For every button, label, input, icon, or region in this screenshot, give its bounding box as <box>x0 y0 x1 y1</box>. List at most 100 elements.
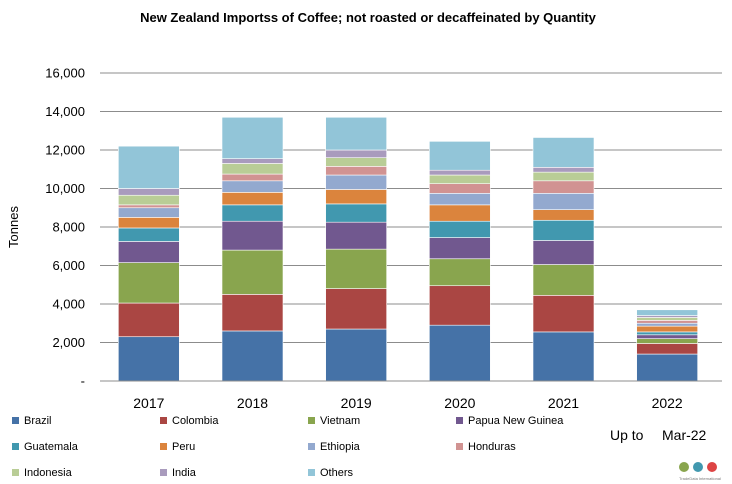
legend-item: Colombia <box>160 415 219 427</box>
bar-segment <box>325 116 387 151</box>
legend-label: Brazil <box>24 415 52 427</box>
bar-segment <box>118 145 180 189</box>
legend-item: Vietnam <box>308 415 360 427</box>
bar-segment <box>636 338 698 344</box>
bar-segment <box>118 217 180 229</box>
bar-segment <box>118 241 180 263</box>
bar-segment <box>636 320 698 324</box>
legend-swatch <box>12 443 19 450</box>
legend-label: Papua New Guinea <box>468 415 564 427</box>
bar-segment <box>118 204 180 209</box>
bar-segment <box>118 262 180 304</box>
note-prefix: Up to <box>610 427 644 443</box>
legend-swatch <box>160 469 167 476</box>
legend-item: Ethiopia <box>308 441 361 453</box>
y-axis-ticks: - 2,000 4,000 6,000 8,000 10,000 12,000 14,000 1… <box>45 66 85 389</box>
bar-segment <box>532 193 595 210</box>
logo-globe-icon <box>693 462 703 472</box>
bar-segment <box>118 207 180 218</box>
bar-segment <box>429 258 491 287</box>
legend-item: Papua New Guinea <box>456 415 564 427</box>
legend-label: Vietnam <box>320 415 360 427</box>
bars <box>118 116 698 382</box>
bar-segment <box>532 167 595 173</box>
legend-item: Honduras <box>456 441 516 453</box>
legend: Brazil Colombia Vietnam Papua New Guinea Gua… <box>12 415 564 479</box>
legend-label: Honduras <box>468 441 516 453</box>
bar-segment <box>429 193 491 206</box>
x-tick-label: 2020 <box>444 395 475 411</box>
bar-segment <box>532 331 595 382</box>
bar-segment <box>325 328 387 382</box>
x-tick-label: 2019 <box>341 395 372 411</box>
y-tick-label: 12,000 <box>45 143 85 158</box>
legend-swatch <box>456 443 463 450</box>
legend-swatch <box>12 469 19 476</box>
bar-segment <box>532 295 595 333</box>
bar-segment <box>325 203 387 223</box>
bar-segment <box>429 183 491 194</box>
y-axis-label: Tonnes <box>6 206 21 248</box>
legend-label: Peru <box>172 441 195 453</box>
bar-segment <box>532 209 595 221</box>
bar-segment <box>118 227 180 242</box>
bar-segment <box>221 294 284 332</box>
bar-segment <box>221 163 284 175</box>
bar-segment <box>221 158 284 164</box>
bar-segment <box>532 219 595 241</box>
bar-segment <box>532 240 595 265</box>
legend-label: Colombia <box>172 415 219 427</box>
bar-segment <box>118 194 180 206</box>
bar-segment <box>221 180 284 193</box>
x-tick-label: 2021 <box>548 395 579 411</box>
bar-segment <box>429 237 491 260</box>
legend-swatch <box>12 417 19 424</box>
legend-item: Guatemala <box>12 441 79 453</box>
bar-segment <box>532 137 595 168</box>
bar-segment <box>636 334 698 339</box>
x-tick-label: 2017 <box>133 395 164 411</box>
bar-segment <box>636 343 698 355</box>
date-note: Up to Mar-22 <box>610 427 707 443</box>
bar-segment <box>221 204 284 222</box>
bar-segment <box>429 220 491 238</box>
bar-segment <box>118 302 180 338</box>
legend-item: India <box>160 467 197 479</box>
bar-segment <box>221 220 284 251</box>
bar-segment <box>636 331 698 336</box>
legend-swatch <box>308 443 315 450</box>
x-tick-label: 2022 <box>652 395 683 411</box>
tradedata-logo: TradeData International <box>679 462 721 481</box>
bar-segment <box>636 322 698 327</box>
logo-globe-icon <box>679 462 689 472</box>
bar-segment <box>325 248 387 289</box>
x-axis-categories: 2017 2018 2019 2020 2021 2022 <box>133 395 683 411</box>
x-tick-label: 2018 <box>237 395 268 411</box>
legend-swatch <box>308 417 315 424</box>
note-value: Mar-22 <box>662 427 707 443</box>
bar-segment <box>118 188 180 196</box>
y-tick-label: 14,000 <box>45 104 85 119</box>
y-tick-label: 6,000 <box>52 258 85 273</box>
legend-item: Peru <box>160 441 195 453</box>
logo-text: TradeData International <box>679 476 721 481</box>
bar-segment <box>221 173 284 182</box>
y-tick-label: 2,000 <box>52 335 85 350</box>
legend-label: Others <box>320 467 354 479</box>
y-tick-label: 10,000 <box>45 181 85 196</box>
bar-segment <box>325 288 387 330</box>
bar-segment <box>325 149 387 158</box>
bar-segment <box>429 285 491 326</box>
bar-segment <box>429 174 491 184</box>
bar-segment <box>429 141 491 171</box>
legend-item: Others <box>308 467 354 479</box>
legend-swatch <box>456 417 463 424</box>
y-tick-label: - <box>81 374 85 389</box>
y-tick-label: 8,000 <box>52 220 85 235</box>
bar-segment <box>221 330 284 382</box>
bar-segment <box>118 336 180 382</box>
bar-segment <box>429 204 491 222</box>
legend-label: Ethiopia <box>320 441 361 453</box>
bar-segment <box>636 309 698 316</box>
